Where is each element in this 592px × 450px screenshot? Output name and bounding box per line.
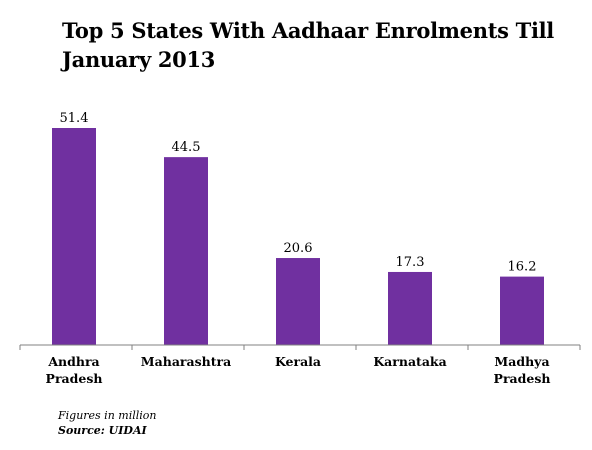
data-label-2: 44.5 — [172, 140, 201, 155]
bar-1 — [52, 128, 96, 345]
data-label-5: 16.2 — [508, 260, 537, 275]
x-tick-label-3: Kerala — [275, 354, 321, 369]
x-tick-label-5-line-2: Pradesh — [494, 371, 551, 386]
x-tick-label-1-line-2: Pradesh — [46, 371, 103, 386]
bar-2 — [164, 157, 208, 345]
data-label-4: 17.3 — [396, 255, 425, 270]
data-label-3: 20.6 — [284, 241, 313, 256]
x-tick-label-1-line-1: Andhra — [47, 354, 99, 369]
bar-3 — [276, 258, 320, 345]
data-label-1: 51.4 — [60, 111, 89, 126]
bar-5 — [500, 276, 544, 345]
x-tick-label-2: Maharashtra — [141, 354, 231, 369]
x-tick-label-4: Karnataka — [373, 354, 446, 369]
source-note: Source: UIDAI — [58, 424, 147, 437]
x-tick-label-5-line-1: Madhya — [494, 354, 549, 369]
chart-title: Top 5 States With Aadhaar Enrolments Til… — [62, 18, 554, 72]
units-note: Figures in million — [58, 409, 157, 422]
bar-4 — [388, 271, 432, 345]
